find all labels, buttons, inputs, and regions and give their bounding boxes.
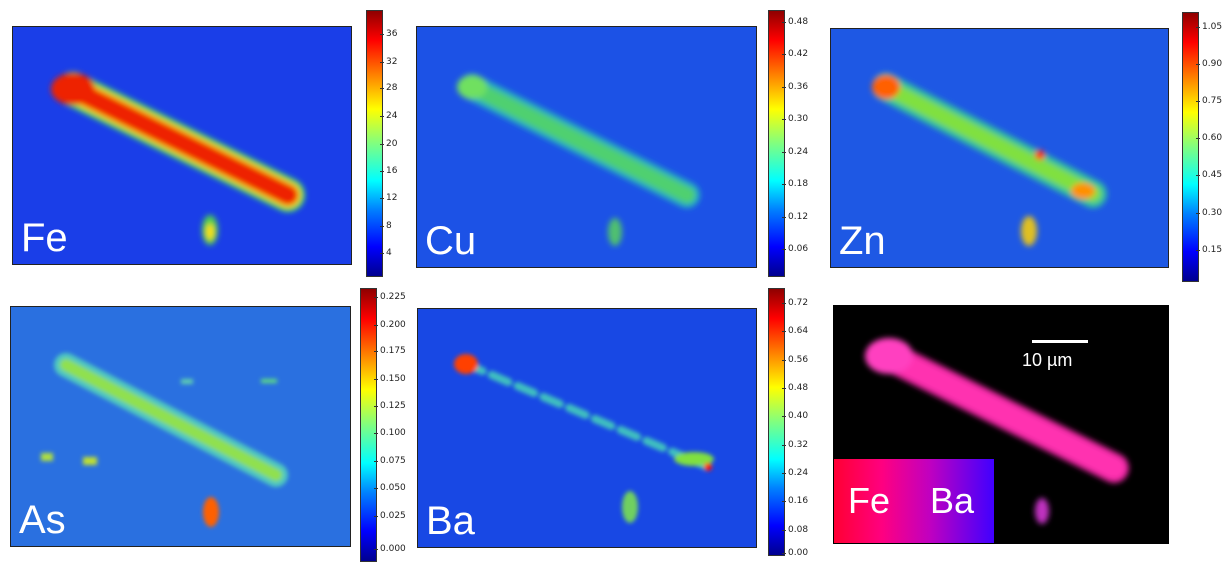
colorbar-tick: 0.42 [781, 49, 809, 59]
colorbar-tick: 0.12 [781, 212, 809, 222]
colorbar-tick: 0.90 [1195, 59, 1223, 69]
colorbar-tick: 0.050 [374, 483, 406, 493]
colorbar-tick: 0.40 [781, 411, 809, 421]
zn-map-image [831, 29, 1168, 267]
colorbar-tick: 0.32 [781, 440, 809, 450]
as-map-panel: As [10, 306, 351, 547]
colorbar-tick: 0.45 [1195, 170, 1223, 180]
zn-colorbar [1182, 12, 1199, 282]
colorbar-tick: 36 [379, 29, 398, 39]
colorbar-tick: 0.00 [781, 548, 809, 558]
colorbar-tick: 0.08 [781, 525, 809, 535]
fe-colorbar [366, 10, 383, 277]
colorbar-tick: 20 [379, 139, 398, 149]
cu-colorbar [768, 10, 785, 277]
zn-map-panel: Zn [830, 28, 1169, 268]
colorbar-tick: 0.60 [1195, 133, 1223, 143]
colorbar-tick: 0.025 [374, 511, 406, 521]
fe-ba-overlay-panel: 10 µm Fe Ba [833, 305, 1169, 544]
element-label-fe: Fe [21, 216, 68, 260]
colorbar-tick: 0.24 [781, 147, 809, 157]
colorbar-tick: 0.15 [1195, 245, 1223, 255]
legend-label-fe: Fe [848, 480, 891, 521]
fe-map-image [13, 27, 351, 264]
colorbar-tick: 0.000 [374, 544, 406, 554]
colorbar-tick: 24 [379, 111, 398, 121]
colorbar-tick: 0.64 [781, 326, 809, 336]
colorbar-tick: 0.125 [374, 401, 406, 411]
ba-map-image [418, 309, 756, 547]
colorbar-tick: 0.48 [781, 17, 809, 27]
legend-label-ba: Ba [930, 480, 975, 521]
colorbar-tick: 16 [379, 166, 398, 176]
element-label-cu: Cu [425, 219, 477, 263]
as-map-image [11, 307, 350, 546]
as-colorbar [360, 288, 377, 562]
scale-bar [1032, 340, 1088, 343]
colorbar-tick: 28 [379, 83, 398, 93]
colorbar-tick: 1.05 [1195, 22, 1223, 32]
colorbar-tick: 0.06 [781, 244, 809, 254]
colorbar-tick: 0.100 [374, 428, 406, 438]
colorbar-tick: 0.30 [1195, 208, 1223, 218]
ba-map-panel: Ba [417, 308, 757, 548]
cu-map-panel: Cu [416, 26, 757, 268]
colorbar-tick: 4 [380, 248, 392, 258]
colorbar-tick: 0.72 [781, 298, 809, 308]
colorbar-tick: 0.16 [781, 496, 809, 506]
colorbar-tick: 8 [380, 221, 392, 231]
cu-map-image [417, 27, 756, 267]
colorbar-tick: 0.56 [781, 355, 809, 365]
colorbar-tick: 32 [379, 57, 398, 67]
element-label-zn: Zn [839, 219, 886, 263]
scale-bar-label: 10 µm [1022, 350, 1073, 370]
colorbar-tick: 0.24 [781, 468, 809, 478]
colorbar-tick: 0.18 [781, 179, 809, 189]
colorbar-tick: 0.200 [374, 320, 406, 330]
colorbar-tick: 0.36 [781, 82, 809, 92]
element-label-ba: Ba [426, 499, 475, 543]
colorbar-tick: 0.075 [374, 456, 406, 466]
colorbar-tick: 12 [379, 193, 398, 203]
fe-map-panel: Fe [12, 26, 352, 265]
colorbar-tick: 0.75 [1195, 96, 1223, 106]
ba-colorbar [768, 288, 785, 556]
fe-ba-color-legend: Fe Ba [834, 459, 994, 543]
colorbar-tick: 0.30 [781, 114, 809, 124]
element-label-as: As [19, 498, 66, 542]
colorbar-tick: 0.225 [374, 292, 406, 302]
colorbar-tick: 0.150 [374, 374, 406, 384]
colorbar-tick: 0.48 [781, 383, 809, 393]
colorbar-tick: 0.175 [374, 346, 406, 356]
